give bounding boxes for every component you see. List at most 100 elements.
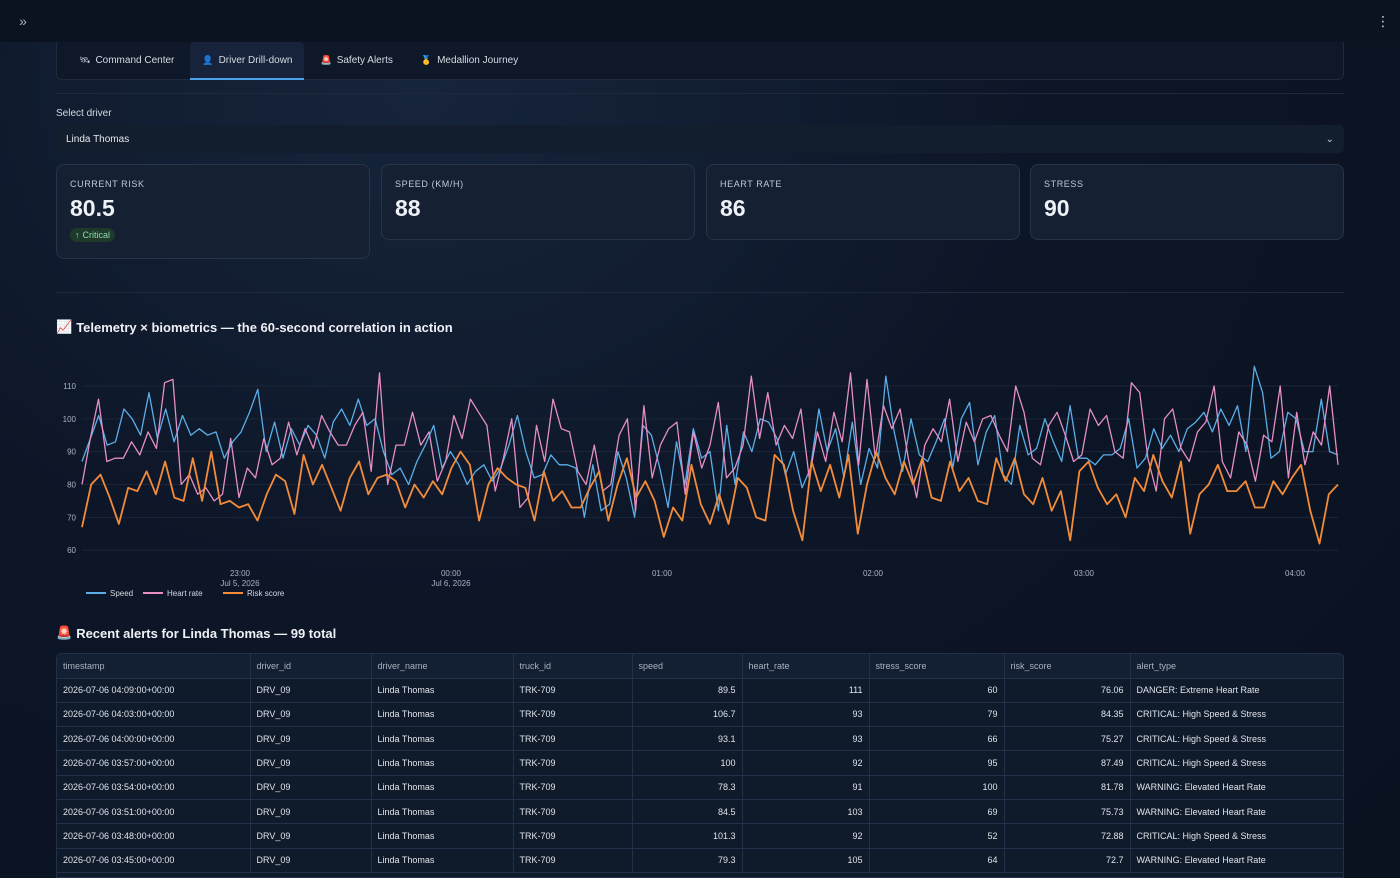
column-header[interactable]: risk_score [1004, 654, 1131, 679]
cell: 2026-07-06 03:57:00+00:00 [57, 750, 251, 776]
cell: 2026-07-06 03:45:00+00:00 [57, 848, 251, 873]
cell: 79.3 [632, 848, 743, 873]
chart-section-title: 📈 Telemetry × biometrics — the 60-second… [56, 319, 453, 335]
x-tick-sublabel: Jul 6, 2026 [431, 579, 471, 588]
column-header[interactable]: alert_type [1130, 654, 1343, 679]
chart-title: Telemetry × biometrics — the 60-second c… [76, 319, 453, 335]
y-tick-label: 70 [67, 513, 76, 522]
tab-label: Medallion Journey [437, 55, 519, 66]
cell: Linda Thomas [371, 775, 514, 800]
delta-label: Critical [82, 230, 111, 240]
cell: 76.06 [1004, 678, 1131, 703]
top-bar: » ⋮ [0, 0, 1400, 42]
cell: Linda Thomas [371, 750, 514, 776]
cell: TRK-709 [513, 750, 633, 776]
cell: CRITICAL: High Speed & Stress [1130, 702, 1343, 728]
cell: 79 [869, 702, 1005, 728]
driver-select-label: Select driver [56, 108, 112, 119]
cell: Linda Thomas [371, 848, 514, 873]
cell: 100 [632, 750, 743, 776]
cell: 105 [742, 848, 870, 873]
cell: 75.27 [1004, 726, 1131, 752]
x-tick-sublabel: Jul 5, 2026 [220, 579, 260, 588]
cell: 84.5 [632, 799, 743, 825]
satellite-icon: 🛰 [79, 55, 91, 65]
cell: 64 [869, 848, 1005, 873]
cell: 52 [869, 823, 1005, 849]
legend-label[interactable]: Risk score [247, 589, 285, 598]
metric-value: 86 [720, 195, 746, 221]
table-row[interactable]: 2026-07-06 04:03:00+00:00 DRV_09 Linda T… [57, 702, 1343, 728]
column-header[interactable]: speed [632, 654, 743, 679]
driver-select[interactable]: Linda Thomas ⌄ [56, 125, 1344, 153]
table-row[interactable]: 2026-07-06 03:57:00+00:00 DRV_09 Linda T… [57, 750, 1343, 776]
legend-label[interactable]: Heart rate [167, 589, 203, 598]
cell: Linda Thomas [371, 726, 514, 752]
more-menu-icon[interactable]: ⋮ [1376, 13, 1390, 29]
cell: 72.88 [1004, 823, 1131, 849]
alerts-title: Recent alerts for Linda Thomas — 99 tota… [76, 625, 337, 641]
y-tick-label: 80 [67, 480, 76, 489]
tab-label: Command Center [95, 55, 175, 66]
chevron-down-icon: ⌄ [1325, 133, 1334, 145]
cell: 91 [742, 775, 870, 800]
cell: DRV_09 [250, 678, 372, 703]
column-header[interactable]: truck_id [513, 654, 633, 679]
cell: 111 [742, 678, 870, 703]
alerts-section-title: 🚨 Recent alerts for Linda Thomas — 99 to… [56, 625, 336, 641]
table-row[interactable]: 2026-07-06 03:48:00+00:00 DRV_09 Linda T… [57, 823, 1343, 849]
cell: DRV_09 [250, 726, 372, 752]
metric-value: 88 [395, 195, 421, 221]
x-tick-label: 01:00 [652, 569, 673, 578]
cell: 2026-07-06 03:51:00+00:00 [57, 799, 251, 825]
metric-value: 80.5 [70, 195, 115, 221]
metric-heart-rate: HEART RATE 86 [706, 164, 1020, 240]
metric-stress: STRESS 90 [1030, 164, 1344, 240]
table-row[interactable]: 2026-07-06 04:09:00+00:00 DRV_09 Linda T… [57, 678, 1343, 703]
column-header[interactable]: timestamp [57, 654, 251, 679]
cell: 81.78 [1004, 775, 1131, 800]
y-tick-label: 90 [67, 448, 76, 457]
column-header[interactable]: stress_score [869, 654, 1005, 679]
tab-driver-drill-down[interactable]: 👤 Driver Drill-down [190, 41, 305, 80]
table-row[interactable]: 2026-07-06 04:00:00+00:00 DRV_09 Linda T… [57, 726, 1343, 752]
series-line-speed [81, 365, 1339, 518]
tab-safety-alerts[interactable]: 🚨 Safety Alerts [308, 42, 404, 80]
column-header[interactable]: driver_name [371, 654, 514, 679]
cell: TRK-709 [513, 726, 633, 752]
cell: 72.7 [1004, 848, 1131, 873]
cell: 2026-07-06 03:48:00+00:00 [57, 823, 251, 849]
table-row[interactable]: 2026-07-06 03:54:00+00:00 DRV_09 Linda T… [57, 775, 1343, 800]
cell: 92 [742, 823, 870, 849]
cell: 84.35 [1004, 702, 1131, 728]
person-icon: 👤 [202, 55, 214, 65]
expand-sidebar-icon[interactable]: » [19, 13, 27, 29]
medal-icon: 🥇 [420, 55, 433, 65]
metric-label: SPEED (KM/H) [395, 179, 464, 189]
table-row[interactable]: 2026-07-06 03:45:00+00:00 DRV_09 Linda T… [57, 848, 1343, 873]
cell: 89.5 [632, 678, 743, 703]
cell: TRK-709 [513, 702, 633, 728]
siren-icon: 🚨 [320, 55, 332, 65]
table-row[interactable]: 2026-07-06 03:51:00+00:00 DRV_09 Linda T… [57, 799, 1343, 825]
tab-command-center[interactable]: 🛰 Command Center [67, 42, 186, 80]
metric-speed: SPEED (KM/H) 88 [381, 164, 695, 240]
cell: 2026-07-06 03:54:00+00:00 [57, 775, 251, 800]
tab-medallion-journey[interactable]: 🥇 Medallion Journey [409, 42, 530, 80]
legend-label[interactable]: Speed [110, 589, 133, 598]
cell: DRV_09 [250, 750, 372, 776]
chart-icon: 📈 [56, 319, 73, 334]
table-header-row: timestamp driver_id driver_name truck_id… [57, 654, 1343, 679]
x-tick-label: 02:00 [863, 569, 884, 578]
cell: 93.1 [632, 726, 743, 752]
divider [56, 292, 1344, 293]
column-header[interactable]: driver_id [250, 654, 372, 679]
y-tick-label: 100 [63, 415, 77, 424]
siren-icon: 🚨 [56, 625, 73, 640]
metric-current-risk: CURRENT RISK 80.5 ↑ Critical [56, 164, 370, 259]
series-line-risk-score [81, 450, 1339, 545]
column-header[interactable]: heart_rate [742, 654, 870, 679]
y-tick-label: 60 [67, 546, 76, 555]
cell: DRV_09 [250, 702, 372, 728]
